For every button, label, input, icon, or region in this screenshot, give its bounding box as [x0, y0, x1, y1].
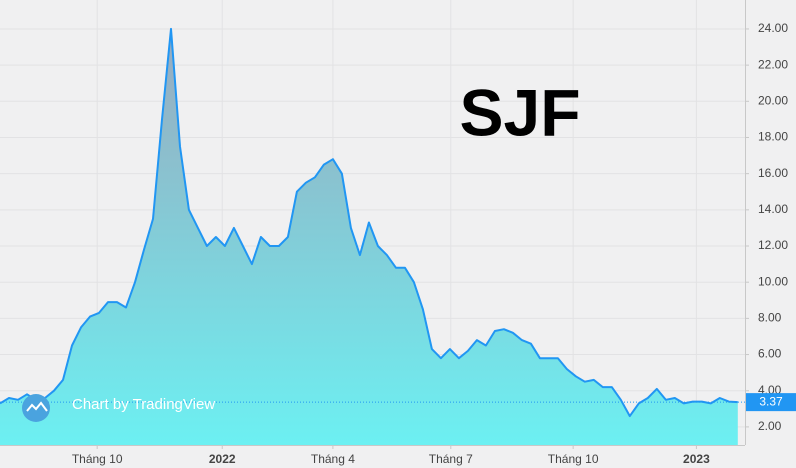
x-tick-label: Tháng 10: [72, 452, 123, 466]
area: [0, 28, 738, 446]
y-tick-label: 6.00: [758, 347, 782, 361]
y-tick-label: 14.00: [758, 202, 788, 216]
y-tick-label: 12.00: [758, 238, 788, 252]
y-tick-label: 8.00: [758, 311, 782, 325]
x-tick-label: Tháng 4: [311, 452, 355, 466]
x-tick-label: 2022: [209, 452, 236, 466]
y-tick-label: 2.00: [758, 419, 782, 433]
y-tick-label: 24.00: [758, 21, 788, 35]
watermark-text: Chart by TradingView: [72, 396, 215, 413]
y-tick-label: 16.00: [758, 166, 788, 180]
y-tick-label: 22.00: [758, 57, 788, 71]
price-label-box: [746, 393, 796, 412]
watermark: Chart by TradingView: [22, 394, 215, 422]
price-label: 3.37: [759, 394, 783, 408]
x-tick-label: Tháng 7: [429, 452, 473, 466]
x-tick-label: Tháng 10: [548, 452, 599, 466]
y-tick-label: 20.00: [758, 93, 788, 107]
x-tick-label: 2023: [683, 452, 710, 466]
y-tick-label: 10.00: [758, 274, 788, 288]
line: [0, 27, 738, 418]
y-tick-label: 18.00: [758, 130, 788, 144]
watermark-logo-mark: [26, 401, 48, 412]
chart-title: SJF: [459, 75, 580, 149]
